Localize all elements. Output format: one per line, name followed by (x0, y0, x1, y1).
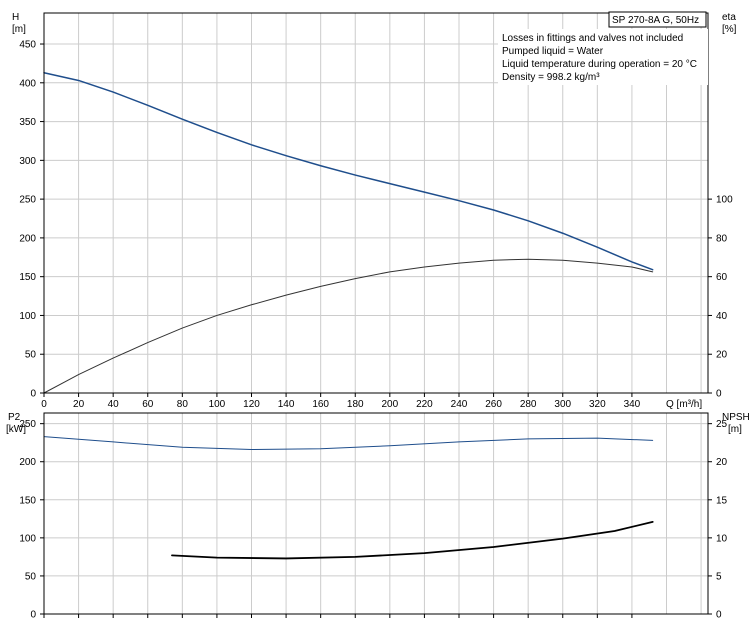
top-x-tick-label: 180 (347, 399, 364, 410)
power-curve (43, 436, 654, 451)
top-x-tick-label: 160 (312, 399, 329, 410)
bottom-left-tick-label: 250 (19, 419, 36, 430)
top-right-tick-label: 0 (716, 389, 722, 400)
top-left-tick-label: 450 (19, 40, 36, 51)
top-left-axis-title-line1: H (12, 12, 19, 23)
top-left-tick-label: 150 (19, 272, 36, 283)
efficiency-curve (43, 258, 654, 394)
top-left-tick-label: 250 (19, 195, 36, 206)
note-line-4: Density = 998.2 kg/m³ (502, 72, 600, 83)
bottom-right-axis-title-line1: NPSH (722, 412, 750, 423)
top-right-tick-label: 20 (716, 350, 728, 361)
bottom-left-tick-label: 200 (19, 457, 36, 468)
note-line-1: Losses in fittings and valves not includ… (502, 33, 683, 44)
head-curve (43, 71, 654, 271)
top-left-tick-label: 350 (19, 117, 36, 128)
note-line-2: Pumped liquid = Water (502, 46, 604, 57)
top-left-tick-label: 50 (25, 350, 37, 361)
top-left-axis-title-line2: [m] (12, 24, 26, 35)
top-x-tick-label: 80 (177, 399, 189, 410)
bottom-right-tick-label: 15 (716, 495, 728, 506)
bottom-right-tick-label: 20 (716, 457, 728, 468)
top-left-tick-label: 400 (19, 78, 36, 89)
top-x-axis-title: Q [m³/h] (666, 399, 702, 410)
npsh-curve (171, 520, 654, 560)
top-right-tick-label: 100 (716, 195, 733, 206)
top-left-tick-label: 200 (19, 233, 36, 244)
bottom-left-tick-label: 50 (25, 571, 37, 582)
top-x-tick-label: 300 (554, 399, 571, 410)
top-x-tick-label: 280 (520, 399, 537, 410)
top-x-tick-label: 0 (41, 399, 47, 410)
bottom-right-tick-label: 25 (716, 419, 728, 430)
top-x-tick-label: 200 (381, 399, 398, 410)
top-x-tick-label: 240 (451, 399, 468, 410)
bottom-left-axis-title-line2: [kW] (6, 424, 26, 435)
bottom-left-tick-label: 150 (19, 495, 36, 506)
top-left-tick-label: 0 (30, 389, 36, 400)
top-right-tick-label: 80 (716, 233, 728, 244)
notes-background (498, 29, 708, 85)
bottom-right-tick-label: 5 (716, 571, 722, 582)
bottom-left-tick-label: 100 (19, 533, 36, 544)
top-x-tick-label: 40 (108, 399, 120, 410)
product-label-box (608, 11, 707, 28)
bottom-plot-frame (43, 412, 709, 615)
top-x-tick-label: 260 (485, 399, 502, 410)
top-x-tick-label: 20 (73, 399, 85, 410)
top-left-tick-label: 300 (19, 156, 36, 167)
top-x-tick-label: 340 (624, 399, 641, 410)
bottom-right-tick-label: 0 (716, 610, 722, 621)
top-x-tick-label: 220 (416, 399, 433, 410)
bottom-left-tick-label: 0 (30, 610, 36, 621)
top-left-tick-label: 100 (19, 311, 36, 322)
top-x-tick-label: 120 (243, 399, 260, 410)
top-right-tick-label: 60 (716, 272, 728, 283)
top-x-tick-label: 60 (142, 399, 154, 410)
top-right-axis-title-line1: eta (722, 12, 736, 23)
bottom-right-tick-label: 10 (716, 533, 728, 544)
product-label: SP 270-8A G, 50Hz (612, 15, 699, 26)
bottom-left-axis-title-line1: P2 (8, 412, 21, 423)
top-x-tick-label: 140 (278, 399, 295, 410)
top-right-tick-label: 40 (716, 311, 728, 322)
bottom-right-axis-title-line2: [m] (728, 424, 742, 435)
top-x-tick-label: 320 (589, 399, 606, 410)
note-line-3: Liquid temperature during operation = 20… (502, 59, 697, 70)
top-plot-frame (43, 12, 709, 394)
top-right-axis-title-line2: [%] (722, 24, 737, 35)
top-x-tick-label: 100 (209, 399, 226, 410)
